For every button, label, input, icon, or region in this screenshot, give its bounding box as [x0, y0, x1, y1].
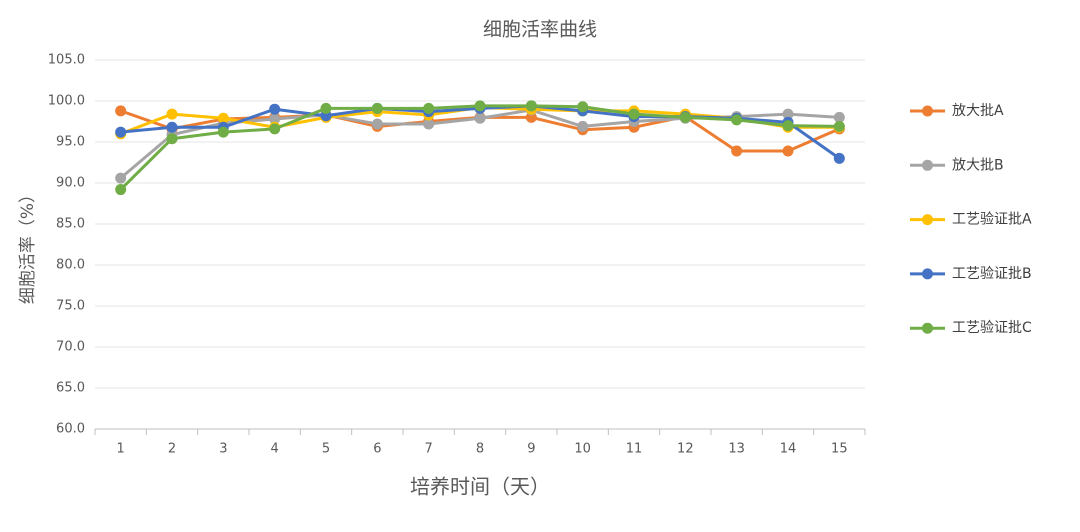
data-point: [525, 100, 537, 112]
legend-marker: [922, 105, 933, 117]
data-point: [423, 118, 435, 130]
data-point: [115, 105, 127, 117]
data-point: [166, 121, 178, 133]
x-tick-label: 6: [373, 442, 381, 457]
data-point: [166, 133, 178, 145]
x-tick-label: 2: [168, 442, 176, 457]
data-point: [782, 108, 794, 120]
x-tick-label: 9: [527, 442, 535, 457]
data-point: [371, 102, 383, 114]
legend-marker: [922, 214, 933, 226]
data-point: [217, 112, 229, 124]
y-tick-label: 100.0: [48, 94, 85, 109]
data-point: [833, 111, 845, 123]
legend-label: 放大批A: [952, 103, 1004, 119]
x-tick-label: 15: [831, 442, 848, 457]
data-point: [320, 102, 332, 114]
x-tick-label: 1: [117, 442, 125, 457]
data-point: [628, 108, 640, 120]
data-point: [833, 120, 845, 132]
x-tick-label: 11: [626, 442, 643, 457]
x-tick-label: 8: [476, 442, 484, 457]
data-point: [269, 113, 281, 125]
data-point: [115, 126, 127, 138]
data-point: [474, 100, 486, 112]
data-point: [679, 111, 691, 123]
chart-title: 细胞活率曲线: [483, 19, 597, 41]
data-point: [833, 152, 845, 164]
y-tick-label: 60.0: [56, 422, 85, 437]
legend-marker: [922, 268, 933, 280]
data-point: [371, 118, 383, 130]
y-tick-label: 85.0: [56, 217, 85, 232]
y-tick-label: 75.0: [56, 299, 85, 314]
x-axis-title: 培养时间（天）: [410, 475, 550, 499]
data-point: [269, 123, 281, 135]
x-tick-label: 14: [780, 442, 797, 457]
x-tick-label: 3: [219, 442, 227, 457]
y-tick-label: 105.0: [48, 53, 85, 68]
x-tick-label: 5: [322, 442, 330, 457]
data-point: [115, 184, 127, 196]
x-tick-label: 13: [728, 442, 745, 457]
legend-label: 工艺验证批B: [952, 266, 1032, 282]
y-tick-label: 95.0: [56, 135, 85, 150]
legend-label: 放大批B: [952, 157, 1004, 173]
data-point: [577, 120, 589, 132]
data-point: [269, 103, 281, 115]
y-tick-label: 65.0: [56, 381, 85, 396]
data-point: [782, 120, 794, 132]
legend-marker: [922, 159, 933, 171]
legend-marker: [922, 322, 933, 334]
data-point: [166, 108, 178, 120]
data-point: [115, 172, 127, 184]
x-tick-label: 12: [677, 442, 694, 457]
x-tick-label: 10: [574, 442, 591, 457]
data-point: [731, 145, 743, 157]
x-tick-label: 4: [271, 442, 279, 457]
x-tick-label: 7: [425, 442, 433, 457]
data-point: [423, 102, 435, 114]
y-tick-label: 70.0: [56, 340, 85, 355]
y-tick-label: 80.0: [56, 258, 85, 273]
legend-label: 工艺验证批A: [952, 212, 1032, 228]
y-tick-label: 90.0: [56, 176, 85, 191]
data-point: [782, 145, 794, 157]
data-point: [474, 112, 486, 124]
data-point: [217, 126, 229, 138]
legend-label: 工艺验证批C: [952, 320, 1032, 336]
data-point: [577, 101, 589, 113]
data-point: [731, 114, 743, 126]
y-axis-title: 细胞活率（%）: [18, 186, 38, 304]
